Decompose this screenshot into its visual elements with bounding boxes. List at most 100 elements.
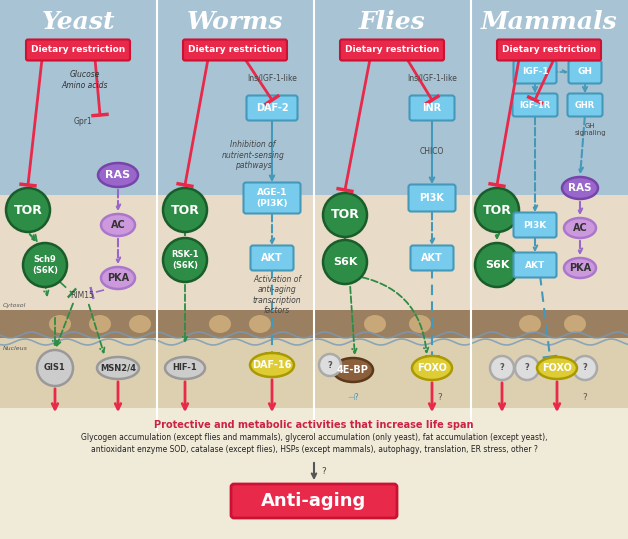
Text: DAF-2: DAF-2 bbox=[256, 103, 288, 113]
Circle shape bbox=[23, 243, 67, 287]
Ellipse shape bbox=[49, 315, 71, 333]
Text: ?: ? bbox=[583, 393, 587, 403]
Text: TOR: TOR bbox=[482, 204, 511, 217]
Text: Ins/IGF-1-like: Ins/IGF-1-like bbox=[407, 73, 457, 82]
Text: AKT: AKT bbox=[261, 253, 283, 263]
Text: AC: AC bbox=[573, 223, 587, 233]
FancyBboxPatch shape bbox=[231, 484, 397, 518]
Text: CHICO: CHICO bbox=[420, 148, 444, 156]
Circle shape bbox=[163, 188, 207, 232]
Circle shape bbox=[37, 350, 73, 386]
Ellipse shape bbox=[562, 177, 598, 199]
Text: Cytosol: Cytosol bbox=[3, 302, 26, 308]
Text: PI3K: PI3K bbox=[523, 220, 546, 230]
Text: ?: ? bbox=[524, 363, 529, 372]
Text: GHR: GHR bbox=[575, 100, 595, 109]
Circle shape bbox=[6, 188, 50, 232]
Text: ?: ? bbox=[322, 466, 327, 475]
Circle shape bbox=[163, 238, 207, 282]
Text: Yeast: Yeast bbox=[41, 10, 115, 34]
FancyBboxPatch shape bbox=[26, 39, 130, 60]
FancyBboxPatch shape bbox=[512, 93, 558, 116]
FancyBboxPatch shape bbox=[251, 245, 293, 271]
Text: Worms: Worms bbox=[187, 10, 283, 34]
FancyBboxPatch shape bbox=[408, 184, 455, 211]
Text: Mammals: Mammals bbox=[480, 10, 617, 34]
Text: Flies: Flies bbox=[359, 10, 425, 34]
Bar bbox=[0, 338, 628, 408]
Text: AKT: AKT bbox=[525, 260, 545, 270]
Ellipse shape bbox=[409, 315, 431, 333]
Text: ?: ? bbox=[328, 361, 332, 370]
Text: RSK-1
(S6K): RSK-1 (S6K) bbox=[171, 250, 199, 270]
Text: Dietary restriction: Dietary restriction bbox=[188, 45, 282, 54]
Text: Dietary restriction: Dietary restriction bbox=[31, 45, 125, 54]
Ellipse shape bbox=[209, 315, 231, 333]
Text: Inhibition of
nutrient-sensing
pathways: Inhibition of nutrient-sensing pathways bbox=[222, 140, 284, 170]
Text: ?: ? bbox=[583, 363, 587, 372]
Text: Anti-aging: Anti-aging bbox=[261, 492, 367, 510]
Bar bbox=[0, 0, 628, 195]
FancyBboxPatch shape bbox=[247, 95, 298, 121]
FancyBboxPatch shape bbox=[514, 212, 556, 238]
Text: ⊣?: ⊣? bbox=[347, 392, 359, 402]
FancyBboxPatch shape bbox=[340, 39, 444, 60]
Text: Ins/IGF-1-like: Ins/IGF-1-like bbox=[247, 73, 297, 82]
Bar bbox=[0, 195, 628, 370]
Text: RAS: RAS bbox=[106, 170, 131, 180]
Text: Nucleus: Nucleus bbox=[3, 345, 28, 350]
FancyBboxPatch shape bbox=[514, 252, 556, 278]
FancyBboxPatch shape bbox=[183, 39, 287, 60]
FancyBboxPatch shape bbox=[244, 183, 301, 213]
Text: FOXO: FOXO bbox=[542, 363, 572, 373]
Text: DAF-16: DAF-16 bbox=[252, 360, 291, 370]
Ellipse shape bbox=[364, 315, 386, 333]
Circle shape bbox=[323, 240, 367, 284]
Ellipse shape bbox=[537, 357, 577, 379]
FancyBboxPatch shape bbox=[409, 95, 455, 121]
Text: MSN2/4: MSN2/4 bbox=[100, 363, 136, 372]
Text: IGF-1R: IGF-1R bbox=[519, 100, 551, 109]
Bar bbox=[0, 408, 628, 539]
FancyBboxPatch shape bbox=[497, 39, 601, 60]
Circle shape bbox=[323, 193, 367, 237]
Text: 4E-BP: 4E-BP bbox=[337, 365, 369, 375]
Text: RIM15: RIM15 bbox=[70, 291, 94, 300]
Text: S6K: S6K bbox=[333, 257, 357, 267]
Text: INR: INR bbox=[423, 103, 441, 113]
Ellipse shape bbox=[98, 163, 138, 187]
Text: PKA: PKA bbox=[107, 273, 129, 283]
Bar bbox=[0, 310, 628, 338]
Text: PKA: PKA bbox=[569, 263, 591, 273]
Ellipse shape bbox=[564, 258, 596, 278]
Ellipse shape bbox=[333, 358, 373, 382]
Text: TOR: TOR bbox=[171, 204, 200, 217]
Ellipse shape bbox=[564, 315, 586, 333]
Circle shape bbox=[490, 356, 514, 380]
Text: HIF-1: HIF-1 bbox=[173, 363, 197, 372]
Text: Activation of
anti-aging
transcription
factors: Activation of anti-aging transcription f… bbox=[252, 275, 301, 315]
FancyBboxPatch shape bbox=[514, 60, 556, 84]
Text: FOXO: FOXO bbox=[417, 363, 447, 373]
Ellipse shape bbox=[564, 218, 596, 238]
Ellipse shape bbox=[101, 214, 135, 236]
FancyBboxPatch shape bbox=[411, 245, 453, 271]
Text: Dietary restriction: Dietary restriction bbox=[345, 45, 439, 54]
FancyBboxPatch shape bbox=[568, 93, 602, 116]
Text: AGE-1
(PI3K): AGE-1 (PI3K) bbox=[256, 188, 288, 208]
Text: ?: ? bbox=[500, 363, 504, 372]
Text: Glucose
Amino acids: Glucose Amino acids bbox=[62, 70, 108, 89]
Text: TOR: TOR bbox=[14, 204, 43, 217]
Ellipse shape bbox=[519, 315, 541, 333]
FancyBboxPatch shape bbox=[568, 60, 602, 84]
Circle shape bbox=[319, 354, 341, 376]
Text: RAS: RAS bbox=[568, 183, 592, 193]
Text: antioxidant enzyme SOD, catalase (except flies), HSPs (except mammals), autophag: antioxidant enzyme SOD, catalase (except… bbox=[90, 446, 538, 454]
Ellipse shape bbox=[89, 315, 111, 333]
Text: AC: AC bbox=[111, 220, 126, 230]
Text: GIS1: GIS1 bbox=[44, 363, 66, 372]
Text: IGF-1: IGF-1 bbox=[522, 67, 548, 77]
Ellipse shape bbox=[412, 356, 452, 380]
Text: Protective and metabolic activities that increase life span: Protective and metabolic activities that… bbox=[154, 420, 474, 430]
Text: Glycogen accumulation (except flies and mammals), glycerol accumulation (only ye: Glycogen accumulation (except flies and … bbox=[81, 433, 547, 443]
